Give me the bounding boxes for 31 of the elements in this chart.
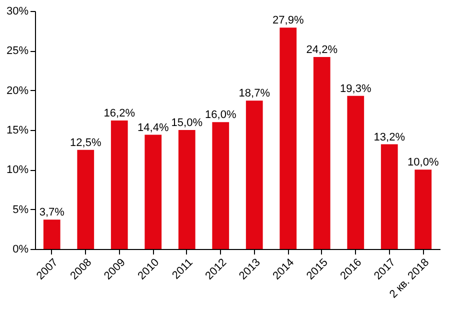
y-tick-label: 0%	[12, 244, 29, 256]
bar	[144, 134, 162, 249]
data-label: 3,7%	[39, 206, 65, 219]
data-label: 19,3%	[340, 82, 372, 95]
y-tick-label: 15%	[6, 124, 29, 136]
bar	[212, 122, 230, 249]
bar	[178, 130, 196, 249]
data-label: 16,0%	[205, 109, 236, 122]
bar	[414, 170, 432, 249]
data-label: 27,9%	[272, 14, 304, 27]
data-label: 18,7%	[238, 88, 270, 100]
bar	[313, 57, 330, 249]
data-label: 24,2%	[306, 44, 338, 56]
y-tick-label: 5%	[12, 204, 29, 216]
y-tick-label: 10%	[6, 164, 29, 176]
bar	[110, 120, 128, 249]
bar	[380, 144, 398, 249]
data-label: 12,5%	[70, 136, 102, 149]
bar	[77, 150, 94, 249]
y-tick-label: 30%	[6, 6, 29, 18]
data-label: 15,0%	[171, 117, 203, 129]
bar	[246, 100, 263, 249]
data-label: 10,0%	[408, 156, 439, 169]
bar	[347, 96, 364, 249]
data-label: 13,2%	[374, 131, 406, 144]
y-tick-label: 20%	[6, 84, 29, 97]
bar	[43, 220, 60, 249]
data-label: 14,4%	[138, 122, 169, 134]
data-label: 16,2%	[104, 107, 136, 120]
y-tick-label: 25%	[6, 45, 29, 58]
bar	[280, 28, 297, 249]
